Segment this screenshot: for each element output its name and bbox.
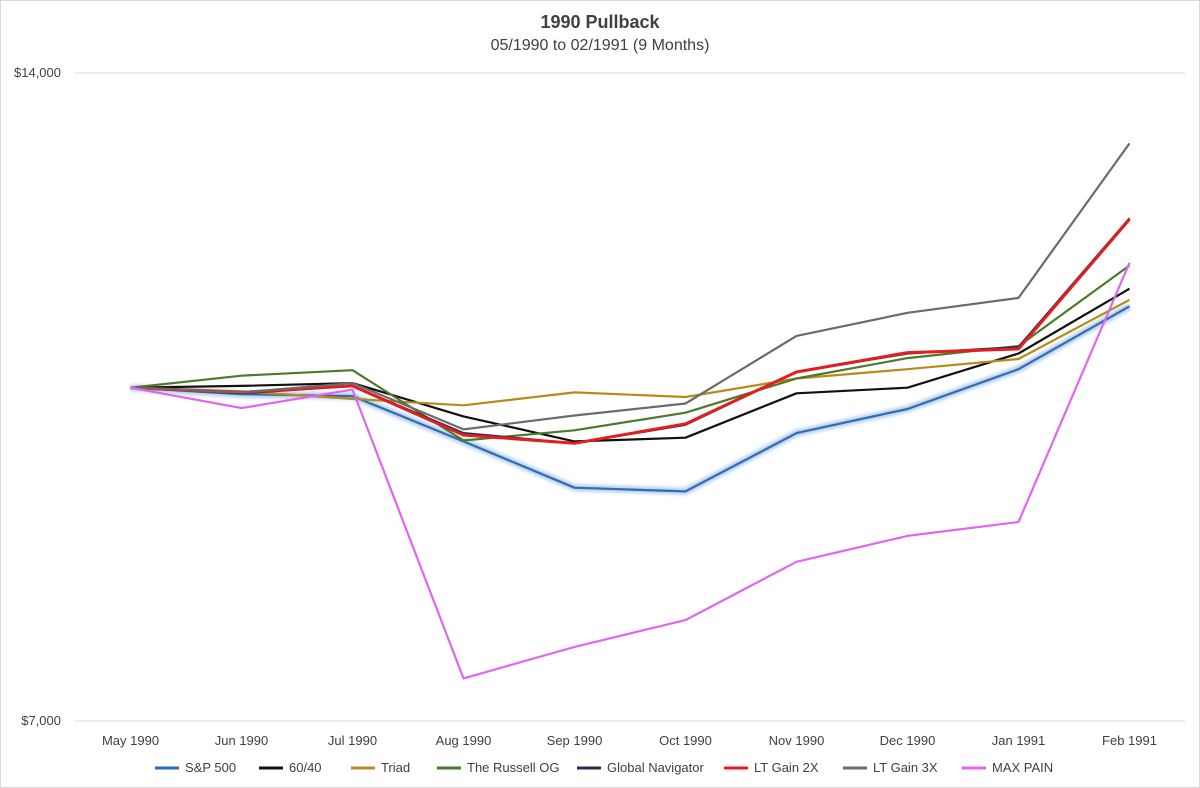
x-tick-label: Nov 1990 bbox=[769, 733, 825, 748]
series-line-0 bbox=[130, 305, 1131, 493]
x-tick-label: Jul 1990 bbox=[328, 733, 377, 748]
series-line-3 bbox=[130, 264, 1131, 442]
x-tick-label: Oct 1990 bbox=[659, 733, 712, 748]
x-tick-label: Sep 1990 bbox=[547, 733, 603, 748]
x-tick-label: Jun 1990 bbox=[215, 733, 269, 748]
legend-label: MAX PAIN bbox=[992, 760, 1053, 775]
x-tick-label: Jan 1991 bbox=[992, 733, 1046, 748]
legend-label: Triad bbox=[381, 760, 410, 775]
series-line-2 bbox=[130, 298, 1131, 407]
legend-label: The Russell OG bbox=[467, 760, 559, 775]
legend-label: Global Navigator bbox=[607, 760, 704, 775]
series-line-6 bbox=[130, 142, 1131, 431]
x-tick-label: Dec 1990 bbox=[880, 733, 936, 748]
chart-title: 1990 Pullback bbox=[540, 12, 660, 32]
legend: S&P 500 60/40 Triad The Russell OG Global Na… bbox=[155, 760, 1053, 775]
y-tick-label: $14,000 bbox=[14, 65, 61, 80]
x-tick-label: Aug 1990 bbox=[436, 733, 492, 748]
y-tick-label: $7,000 bbox=[21, 713, 61, 728]
grid-lines bbox=[75, 72, 1185, 722]
legend-label: 60/40 bbox=[289, 760, 322, 775]
series-glow bbox=[130, 303, 1132, 495]
y-axis-ticks: $14,000 $7,000 bbox=[14, 65, 61, 728]
legend-label: S&P 500 bbox=[185, 760, 236, 775]
x-tick-label: May 1990 bbox=[102, 733, 159, 748]
series-line-1 bbox=[130, 287, 1131, 443]
legend-label: LT Gain 2X bbox=[754, 760, 819, 775]
series-line-7 bbox=[130, 262, 1131, 680]
chart-subtitle: 05/1990 to 02/1991 (9 Months) bbox=[490, 37, 710, 54]
legend-label: LT Gain 3X bbox=[873, 760, 938, 775]
series-line-5 bbox=[130, 218, 1131, 445]
x-tick-label: Feb 1991 bbox=[1102, 733, 1157, 748]
x-axis-ticks: May 1990 Jun 1990 Jul 1990 Aug 1990 Sep 1990… bbox=[102, 733, 1157, 748]
series-lines bbox=[130, 142, 1132, 680]
